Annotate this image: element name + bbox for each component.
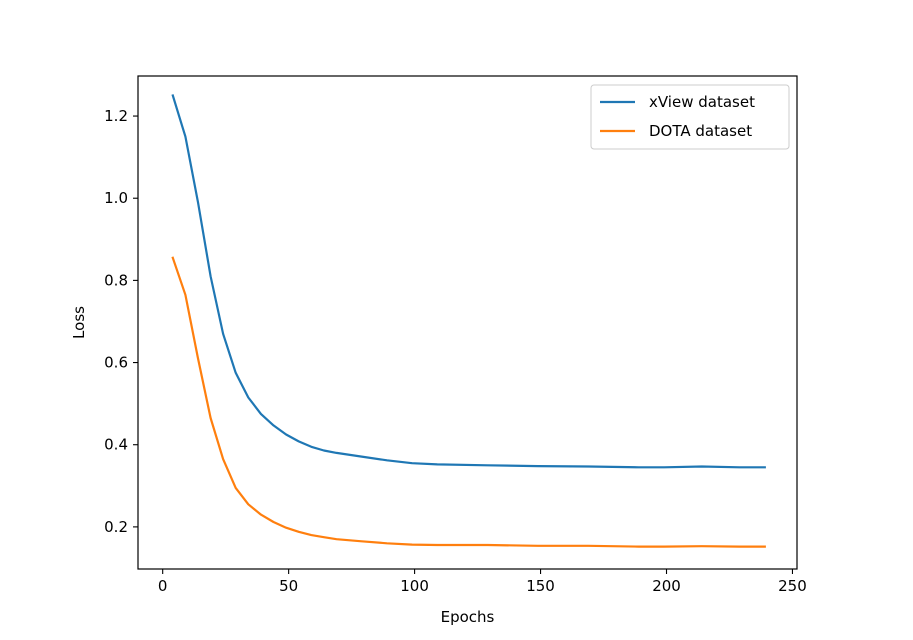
legend-box: [590, 84, 790, 150]
series-line-dota-dataset: [171, 256, 766, 548]
y-tick-label: 1.0: [104, 189, 128, 207]
legend: xView dataset DOTA dataset: [590, 84, 790, 150]
x-tick-label: 250: [778, 577, 807, 595]
series-line-xview-dataset: [171, 94, 766, 469]
legend-label: DOTA dataset: [649, 122, 752, 140]
y-tick-label: 0.6: [104, 354, 128, 372]
x-tick-label: 150: [526, 577, 555, 595]
x-tick-label: 50: [279, 577, 298, 595]
x-tick-label: 0: [158, 577, 168, 595]
y-tick-label: 0.8: [104, 271, 128, 289]
legend-label: xView dataset: [649, 93, 755, 111]
x-axis-label: Epochs: [441, 608, 495, 626]
series-layer: [171, 94, 766, 548]
x-tick-label: 200: [652, 577, 681, 595]
x-axis-ticks: 0 50 100 150 200 250: [158, 569, 807, 595]
y-tick-label: 0.2: [104, 518, 128, 536]
x-tick-label: 100: [400, 577, 429, 595]
axes-frame: [137, 75, 798, 570]
y-axis-ticks: 0.2 0.4 0.6 0.8 1.0 1.2: [104, 107, 138, 536]
y-axis-label: Loss: [70, 306, 88, 339]
y-tick-label: 0.4: [104, 436, 128, 454]
plot-area: 0 50 100 150 200 250 0.2 0.4 0.6 0.8 1.0 1.2 Epoch…: [70, 75, 807, 626]
y-tick-label: 1.2: [104, 107, 128, 125]
